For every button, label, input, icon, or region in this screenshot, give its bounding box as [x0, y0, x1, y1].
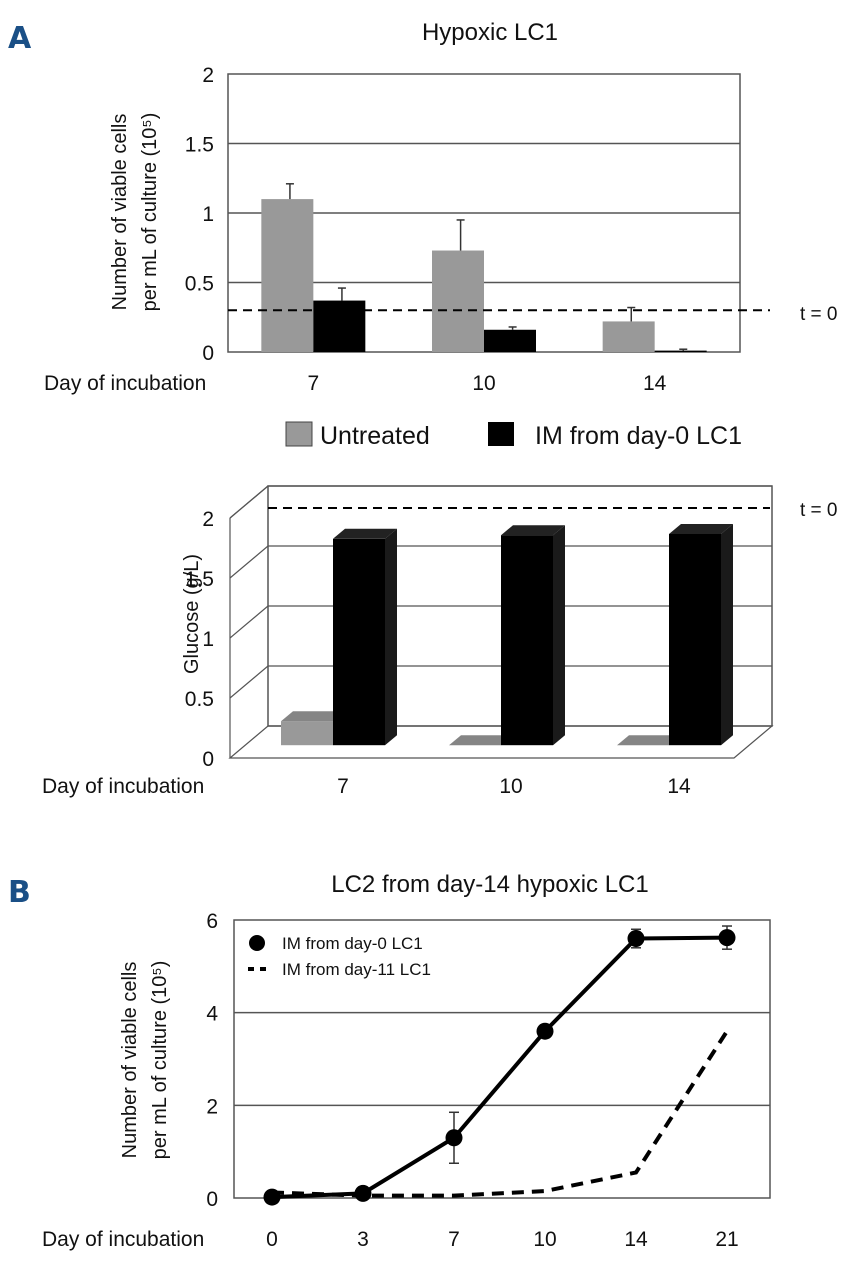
legend-swatch-untreated	[285, 421, 313, 447]
chart-a1-xtick-label: 7	[307, 372, 319, 395]
chart-lc2: LC2 from day-14 hypoxic LC1 Number of vi…	[42, 871, 771, 1251]
chart-a2-ylabel: Glucose (g/L)	[181, 554, 203, 674]
chart-a2-bar	[501, 535, 553, 746]
legend-label-untreated: Untreated	[320, 422, 430, 450]
legend-panel-a: Untreated IM from day-0 LC1	[285, 421, 742, 450]
chart-b-xtick-label: 21	[715, 1228, 738, 1251]
chart-a2-ytick-label: 2	[202, 508, 214, 531]
chart-b-ylabel-line2: per mL of culture (10⁵)	[149, 961, 171, 1160]
chart-a1-ytick-label: 1.5	[185, 134, 214, 157]
chart-a1-xtick-label: 10	[472, 372, 495, 395]
legend-marker-im-day0	[249, 935, 265, 951]
chart-b-xtick-label: 14	[624, 1228, 648, 1251]
chart-a2-ytick-label: 0	[202, 748, 214, 771]
legend-label-b-im-day11: IM from day-11 LC1	[282, 960, 431, 979]
chart-b-ytick-label: 0	[206, 1188, 218, 1211]
chart-a2-floor	[228, 725, 774, 759]
chart-a2-xlabel: Day of incubation	[42, 775, 204, 798]
chart-a2-gridline-side	[229, 665, 269, 699]
chart-b-ytick-label: 2	[206, 1095, 218, 1118]
chart-a2-bar-side	[553, 525, 565, 746]
chart-a2-bar-top	[617, 735, 681, 746]
chart-b-point-im-day0	[354, 1184, 372, 1202]
chart-a2-bar-top	[281, 711, 345, 722]
chart-a2-gridline-side	[229, 545, 269, 579]
chart-a1-bar	[484, 329, 536, 352]
chart-a2-ytick-label: 1	[202, 628, 214, 651]
chart-b-series-im-day0-line	[271, 935, 728, 1200]
chart-a1-bar	[654, 350, 707, 352]
panel-b-label: B	[8, 875, 31, 910]
chart-a1-ytick-label: 2	[202, 64, 214, 87]
chart-a2-bar-top	[501, 525, 565, 536]
panel-a-label: A	[8, 21, 32, 56]
chart-a1-xlabel: Day of incubation	[44, 372, 206, 395]
chart-a2-bar	[333, 538, 385, 746]
chart-b-point-im-day0	[718, 929, 736, 947]
chart-a2-ytick-label: 1.5	[185, 568, 214, 591]
chart-a2-bar	[281, 721, 333, 746]
chart-hypoxic-lc1: Hypoxic LC1 Number of viable cells per m…	[44, 19, 838, 395]
chart-a2-bar-side	[721, 524, 733, 746]
chart-a2-bar-top	[669, 524, 733, 534]
chart-glucose: Glucose (g/L) 0 0.5 1 1.5 2 t = 0 Day of inc…	[42, 485, 838, 798]
chart-a2-xtick-label: 10	[499, 775, 522, 798]
chart-b-point-im-day0	[263, 1188, 281, 1206]
chart-a1-ytick-label: 1	[202, 203, 214, 226]
chart-b-title: LC2 from day-14 hypoxic LC1	[331, 871, 648, 898]
chart-a1-bar	[261, 199, 314, 352]
chart-b-point-im-day0	[536, 1022, 554, 1040]
chart-b-xtick-label: 10	[533, 1228, 556, 1251]
chart-b-xtick-label: 7	[448, 1228, 460, 1251]
chart-a1-reference-label: t = 0	[800, 304, 838, 325]
legend-swatch-im-day0	[488, 422, 514, 446]
chart-a2-gridline-side	[229, 605, 269, 639]
chart-a1-xtick-label: 14	[643, 372, 667, 395]
chart-b-xtick-label: 3	[357, 1228, 369, 1251]
chart-b-point-im-day0	[627, 930, 645, 948]
chart-b-series-im-day11-line	[271, 1030, 729, 1198]
chart-a1-bar	[432, 250, 484, 352]
chart-b-ylabel-line1: Number of viable cells	[119, 962, 141, 1159]
chart-a2-bar-side	[385, 528, 397, 746]
chart-a2-gridline-side	[229, 485, 269, 519]
chart-a2-bar-top	[449, 735, 513, 746]
chart-b-plot-frame	[233, 919, 771, 1199]
legend-label-im-day0: IM from day-0 LC1	[535, 422, 742, 450]
chart-a2-reference-label: t = 0	[800, 500, 838, 521]
chart-a1-ylabel-line2: per mL of culture (10⁵)	[139, 113, 161, 312]
chart-a1-bar	[602, 321, 655, 352]
chart-a1-title: Hypoxic LC1	[422, 19, 558, 46]
chart-a2-bar	[669, 534, 721, 746]
chart-a1-bar	[313, 300, 366, 352]
legend-label-b-im-day0: IM from day-0 LC1	[282, 934, 423, 953]
chart-b-xlabel: Day of incubation	[42, 1228, 204, 1251]
chart-a1-ytick-label: 0.5	[185, 273, 214, 296]
chart-a1-ytick-label: 0	[202, 342, 214, 365]
chart-a2-bar-top	[333, 528, 397, 539]
chart-a1-ylabel-line1: Number of viable cells	[109, 114, 131, 311]
chart-a2-xtick-label: 7	[337, 775, 349, 798]
chart-a2-ytick-label: 0.5	[185, 688, 214, 711]
chart-b-ytick-label: 4	[206, 1003, 218, 1026]
chart-a2-xtick-label: 14	[667, 775, 691, 798]
chart-b-ytick-label: 6	[206, 910, 218, 933]
chart-b-xtick-label: 0	[266, 1228, 278, 1251]
chart-b-point-im-day0	[445, 1129, 463, 1147]
